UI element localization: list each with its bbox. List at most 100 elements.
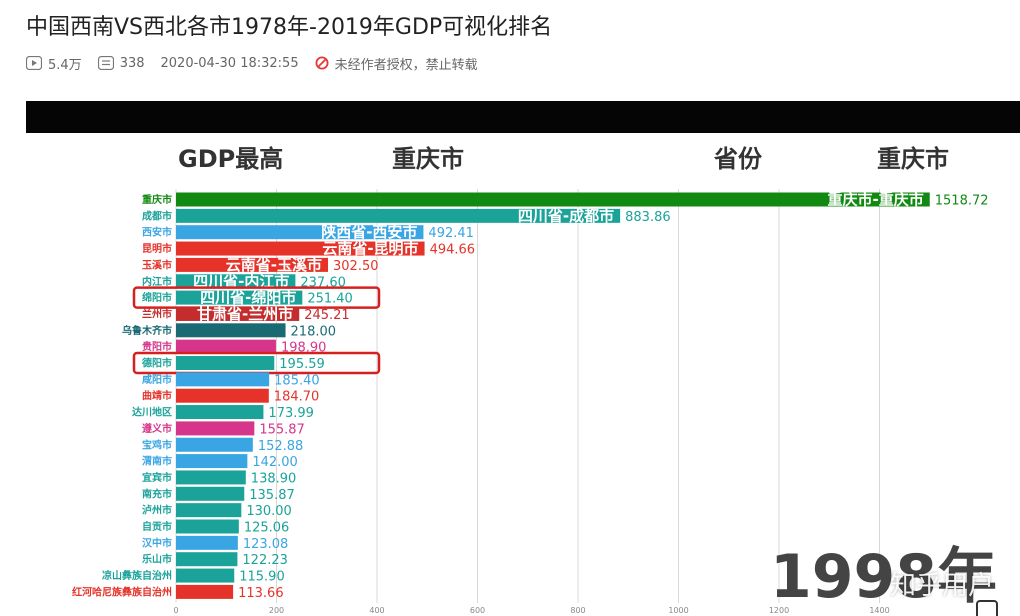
x-tick-label: 400 [369, 606, 384, 615]
bar-inner-label: 四川省-内江市 [193, 272, 289, 290]
header-value-top: 重庆市 [392, 145, 464, 173]
bar-category-label: 乌鲁木齐市 [122, 324, 172, 337]
bar [176, 405, 264, 420]
bar-value-label: 115.90 [239, 570, 285, 585]
bar-value-label: 125.06 [244, 521, 290, 536]
bar-value-label: 185.40 [274, 373, 320, 388]
forbidden-icon [315, 56, 329, 70]
bar-value-label: 184.70 [274, 390, 320, 405]
bar-category-label: 曲靖市 [142, 389, 172, 402]
bar [176, 339, 276, 354]
bar-value-label: 122.23 [242, 553, 288, 568]
bar-category-label: 汉中市 [142, 536, 172, 549]
play-icon [26, 56, 42, 70]
video-top-bar [26, 101, 1020, 133]
x-tick-label: 0 [173, 606, 178, 615]
bar-value-label: 138.90 [251, 471, 296, 486]
page-title: 中国西南VS西北各市1978年-2019年GDP可视化排名 [26, 15, 553, 40]
bar [176, 486, 245, 501]
x-tick-label: 1200 [769, 606, 789, 615]
bar-category-label: 红河哈尼族彝族自治州 [72, 585, 172, 598]
bar-category-label: 玉溪市 [142, 258, 172, 271]
bar-value-label: 130.00 [246, 504, 292, 519]
bar-inner-label: 云南省-昆明市 [322, 240, 418, 258]
bar [176, 257, 329, 272]
bar-category-label: 重庆市 [142, 193, 172, 206]
bar-value-label: 155.87 [259, 422, 305, 437]
bar [176, 306, 300, 321]
bar-category-label: 西安市 [142, 226, 172, 239]
comments-count: 338 [119, 55, 145, 71]
fullscreen-icon[interactable] [976, 600, 998, 616]
x-tick-label: 1000 [668, 606, 688, 615]
bar [176, 535, 238, 550]
bar-value-label: 492.41 [428, 226, 474, 241]
bar-value-label: 1518.72 [935, 194, 989, 209]
x-tick-label: 200 [269, 606, 284, 615]
bar [176, 584, 234, 599]
bar-value-label: 135.87 [249, 488, 294, 503]
bar-inner-label: 陕西省-西安市 [321, 223, 417, 241]
comment-icon [97, 56, 114, 70]
x-tick-label: 600 [470, 606, 485, 615]
watermark: 知乎用户 [889, 571, 994, 601]
bar-category-label: 贵阳市 [142, 340, 172, 353]
bar [176, 388, 269, 403]
bar [176, 454, 248, 469]
x-tick-label: 1400 [869, 606, 889, 615]
bar [176, 192, 930, 207]
header-label-top: GDP最高 [178, 145, 283, 173]
bar-category-label: 达川地区 [132, 406, 172, 419]
publish-date: 2020-04-30 18:32:55 [160, 55, 299, 71]
bar [176, 241, 425, 256]
bar [176, 225, 424, 240]
bar-value-label: 251.40 [307, 292, 353, 307]
bar-value-label: 142.00 [252, 455, 297, 470]
bar [176, 290, 303, 305]
bar [176, 372, 270, 387]
bar-value-label: 123.08 [243, 537, 289, 552]
bar [176, 323, 286, 338]
bar [176, 356, 275, 370]
bar-category-label: 宝鸡市 [142, 438, 172, 451]
bar [176, 470, 246, 485]
bar [176, 503, 242, 518]
bar-value-label: 245.21 [304, 308, 350, 323]
bar [176, 421, 255, 436]
bar-category-label: 渭南市 [142, 455, 172, 468]
x-tick-label: 800 [570, 606, 585, 615]
bar-value-label: 494.66 [430, 243, 476, 258]
bar-value-label: 302.50 [333, 259, 379, 274]
bar-category-label: 绵阳市 [142, 291, 172, 304]
comments-stat: 338 [97, 55, 145, 71]
bar-category-label: 成都市 [142, 209, 172, 222]
bar-value-label: 883.86 [625, 210, 671, 225]
bar [176, 208, 621, 223]
bar-category-label: 凉山彝族自治州 [102, 569, 172, 582]
video-player[interactable]: 0 200 400 600 800 1000 1200 1400 GDP最高 重庆市 省份 重庆市 19… [26, 101, 1020, 616]
meta-row: 5.4万 338 2020-04-30 18:32:55 未经作者授权，禁止转载 [26, 54, 494, 73]
bar-value-label: 173.99 [268, 406, 314, 421]
bar-value-label: 195.59 [279, 357, 325, 372]
bar [176, 552, 238, 567]
year-indicator: 1998年 [770, 542, 997, 612]
header-label-province: 省份 [713, 145, 763, 173]
bar-category-label: 德阳市 [141, 357, 172, 370]
bar-inner-label: 云南省-玉溪市 [226, 256, 322, 274]
bar-category-label: 遵义市 [142, 422, 172, 435]
bar [176, 568, 235, 583]
header-value-province: 重庆市 [877, 145, 949, 173]
bar-inner-label: 四川省-成都市 [518, 207, 614, 225]
bar-value-label: 218.00 [291, 324, 337, 339]
bar [176, 437, 253, 452]
bar-category-label: 内江市 [142, 275, 172, 288]
bar-category-label: 宜宾市 [142, 471, 172, 484]
bar-category-label: 昆明市 [142, 242, 172, 255]
bar-inner-label: 四川省-绵阳市 [200, 289, 296, 307]
views-count: 5.4万 [48, 57, 82, 73]
copyright-text: 未经作者授权，禁止转载 [334, 57, 478, 73]
bar-value-label: 152.88 [258, 439, 304, 454]
bar [176, 519, 239, 534]
bar-inner-label: 重庆市-重庆市 [828, 191, 924, 209]
